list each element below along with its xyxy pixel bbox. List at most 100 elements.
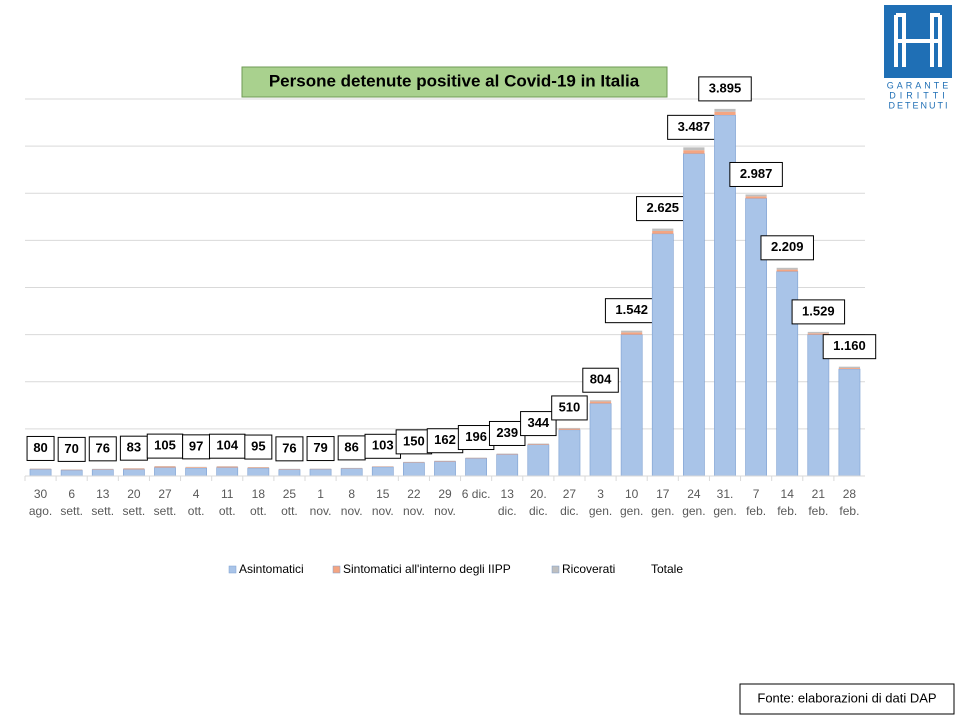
bar-segment [776,267,798,270]
value-label: 2.625 [647,200,680,215]
bar-segment [154,466,176,468]
x-tick-label: 27 [158,487,172,501]
bar-segment [745,194,767,197]
bar-segment [216,467,239,477]
x-tick-label: gen. [682,504,705,518]
value-label: 103 [372,438,394,453]
bar-segment [496,453,518,455]
x-tick-label: sett. [91,504,114,518]
x-tick-label: 15 [376,487,390,501]
value-label: 70 [64,441,78,456]
x-tick-label: 17 [656,487,670,501]
legend-swatch [332,565,341,574]
x-tick-label: 3 [597,487,604,501]
bar-segment [620,334,643,477]
value-label: 79 [313,440,327,455]
x-tick-label: ott. [188,504,205,518]
value-label-box [146,433,184,459]
bar-segment [776,269,798,272]
logo-text: DIRITTI [889,90,949,100]
value-label: 76 [96,440,110,455]
x-tick-label: 20. [530,487,547,501]
bar-segment [29,468,52,477]
chart-title: Persone detenute positive al Covid-19 in… [269,71,640,90]
logo: GARANTE DIRITTI DETENUTI [884,5,952,110]
value-label-box [729,161,783,187]
bar-segment [589,401,612,404]
x-tick-label: 28 [843,487,857,501]
value-label-box [520,411,557,437]
x-tick-label: 6 dic. [462,487,491,501]
x-tick-label: feb. [839,504,859,518]
x-tick-label: feb. [777,504,797,518]
bar-segment [683,150,705,154]
value-label-box [457,425,495,451]
x-tick-label: 13 [501,487,515,501]
x-tick-label: feb. [746,504,766,518]
bar-segment [309,468,332,477]
value-label: 1.542 [615,302,648,317]
bar-segment [123,469,145,477]
logo-text: GARANTE [887,80,952,90]
value-label-box [208,433,246,459]
value-label: 344 [527,415,549,430]
legend-label: Totale [651,562,683,576]
x-tick-label: 25 [283,487,297,501]
x-tick-label: ott. [250,504,267,518]
x-tick-label: 8 [348,487,355,501]
x-tick-label: nov. [372,504,394,518]
bar-segment [652,228,674,231]
x-tick-label: 24 [687,487,701,501]
value-label: 510 [559,399,581,414]
bar-segment [589,403,612,477]
value-label-box [698,76,752,102]
source: Fonte: elaborazioni di dati DAP [757,690,936,705]
bar-segment [621,330,643,333]
bar-segment [807,331,829,334]
bar-segment [123,468,145,470]
x-tick-label: sett. [154,504,177,518]
value-label-box [364,433,402,459]
x-tick-label: 21 [812,487,826,501]
value-label-box [182,434,211,460]
value-label-box [667,114,721,140]
value-label: 86 [344,439,358,454]
value-label-box [395,429,433,455]
legend-label: Sintomatici all'interno degli IIPP [343,562,511,576]
title-box [241,66,668,98]
x-tick-label: dic. [560,504,579,518]
bar-segment [838,368,861,477]
value-label-box [791,299,846,325]
value-label: 2.987 [740,166,773,181]
bar-segment [558,427,581,429]
value-label: 105 [154,438,176,453]
bar-segment [589,400,612,402]
x-tick-label: 13 [96,487,110,501]
value-label-box [582,367,619,393]
x-tick-label: 29 [438,487,452,501]
bar-segment [558,429,581,477]
x-tick-label: gen. [713,504,736,518]
x-tick-label: 27 [563,487,577,501]
bar-segment [154,467,176,477]
value-label-box [119,435,148,461]
value-label: 80 [33,440,47,455]
bar-segment [838,366,861,369]
value-label-box [337,435,366,461]
bar-segment [714,108,736,112]
x-tick-label: 31. [717,487,734,501]
bar-segment [683,153,705,477]
value-label: 76 [282,440,296,455]
value-label-box [306,436,335,462]
value-label: 162 [434,432,456,447]
x-tick-label: 7 [753,487,760,501]
value-label-box [426,428,464,454]
bar-segment [247,467,270,477]
x-tick-label: nov. [310,504,332,518]
x-tick-label: 11 [221,487,234,501]
bar-segment [216,466,238,468]
x-tick-label: ago. [29,504,52,518]
value-label-box [88,436,117,462]
value-label-box [488,420,526,446]
